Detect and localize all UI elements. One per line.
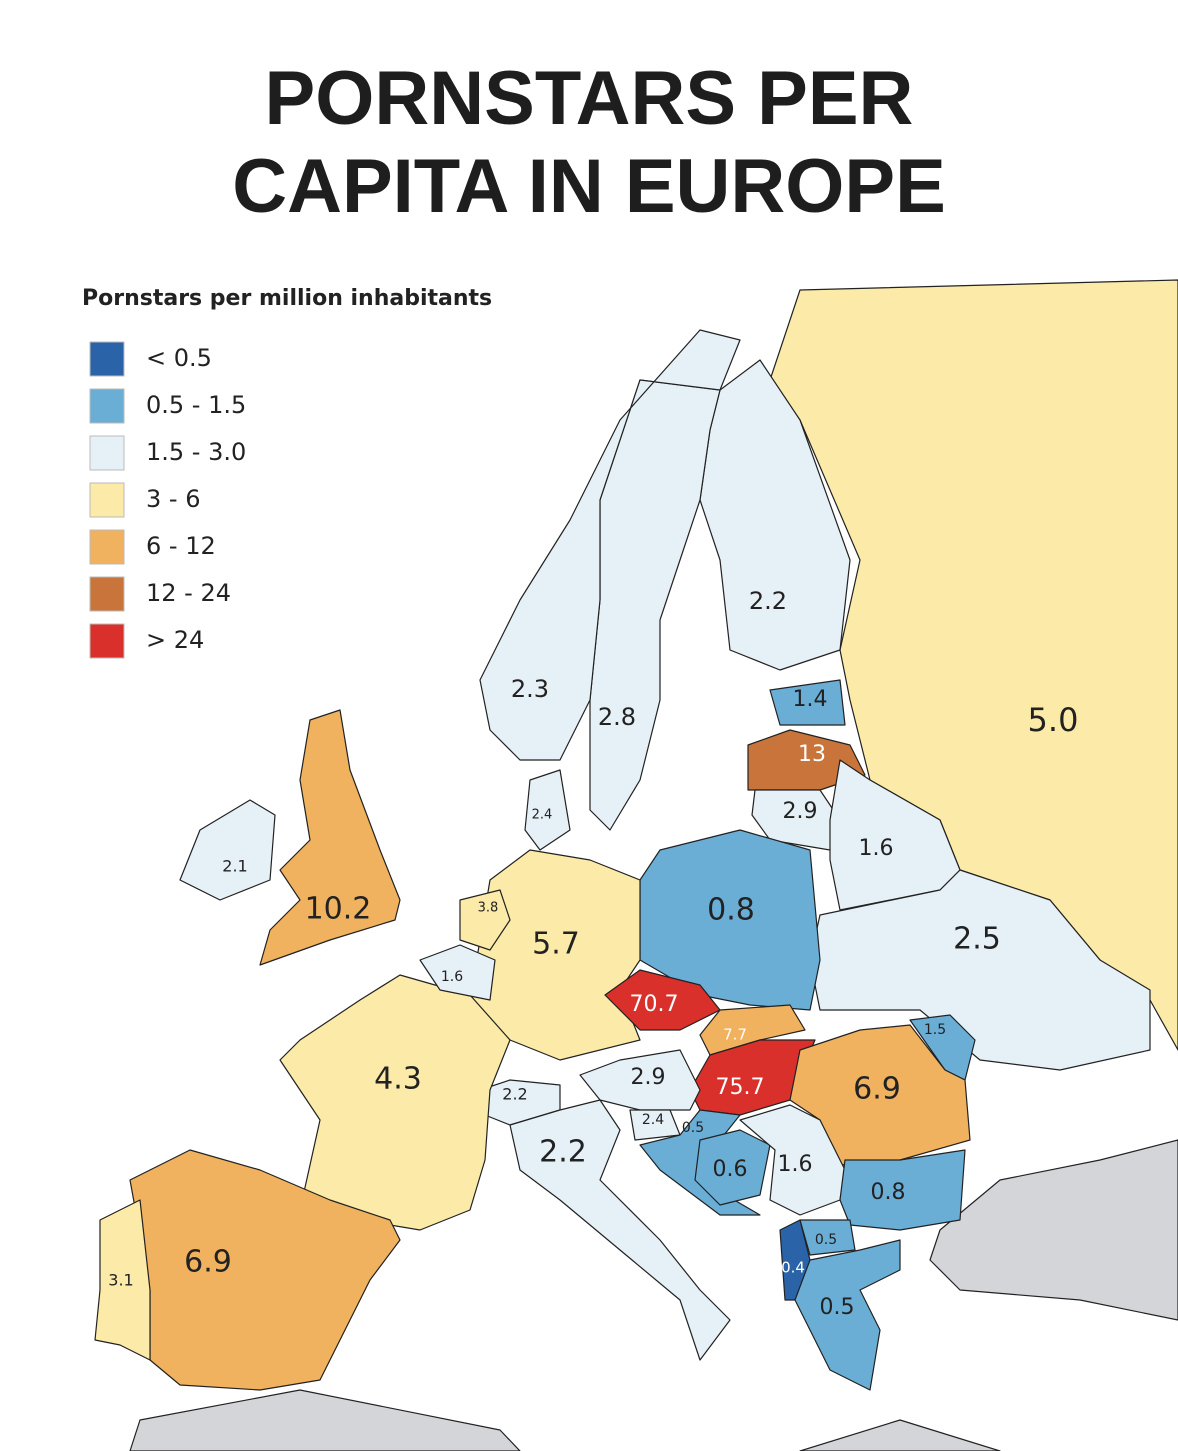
country-value: 2.2: [539, 1135, 587, 1170]
country: [579, 1049, 701, 1111]
legend-swatch: [89, 623, 125, 659]
country: [259, 709, 401, 966]
legend-swatch: [89, 529, 125, 565]
country-value: 3.1: [108, 1271, 133, 1290]
country: [419, 944, 496, 1001]
legend-title: Pornstars per million inhabitants: [82, 286, 492, 311]
country-value: 2.2: [502, 1085, 527, 1104]
country: [509, 1099, 731, 1361]
title-line: PORNSTARS PER: [265, 56, 914, 141]
country: [694, 1129, 771, 1206]
country-value: 2.3: [511, 675, 549, 703]
country-value: 0.5: [815, 1232, 837, 1248]
legend-swatch: [89, 482, 125, 518]
country-value: 0.4: [781, 1259, 805, 1277]
land-gray: [799, 1419, 1001, 1451]
land: [94, 279, 1178, 1451]
legend: < 0.5 0.5 - 1.5 1.5 - 3.0 3 - 6 6 - 12 12 - 2…: [89, 341, 246, 659]
country: [747, 729, 866, 791]
country: [789, 1024, 971, 1166]
country-value: 13: [798, 742, 826, 767]
legend-label: 0.5 - 1.5: [146, 391, 246, 419]
legend-label: > 24: [146, 626, 204, 654]
country-value: 1.4: [793, 687, 828, 712]
legend-label: 12 - 24: [146, 579, 231, 607]
country-value: 2.9: [783, 799, 818, 824]
country-value: 1.6: [859, 836, 894, 861]
legend-label: < 0.5: [146, 344, 212, 372]
country-value: 70.7: [630, 992, 679, 1017]
country-value: 5.0: [1028, 701, 1079, 739]
country-value: 0.5: [682, 1120, 704, 1136]
country-value: 7.7: [723, 1026, 747, 1044]
labels: 5.0 2.2 2.8 2.3 1.4 13 2.9 1.6 2.5 0.8 5.7 70.7 7.7 7…: [108, 587, 1078, 1320]
country: [839, 1149, 966, 1231]
country: [459, 889, 511, 951]
country-value: 0.6: [713, 1157, 748, 1182]
country-value: 1.6: [778, 1152, 813, 1177]
legend-swatch: [89, 435, 125, 471]
country: [809, 869, 1151, 1071]
country-value: 4.3: [374, 1062, 422, 1097]
land-gray: [129, 1389, 521, 1451]
country: [769, 679, 846, 726]
legend-swatch: [89, 341, 125, 377]
legend-label: 3 - 6: [146, 485, 200, 513]
country-value: 2.1: [222, 857, 247, 876]
country-value: 75.7: [716, 1075, 765, 1100]
country: [94, 1199, 151, 1361]
legend-swatch: [89, 576, 125, 612]
country-value: 3.8: [478, 901, 499, 916]
country: [524, 769, 571, 851]
land-gray: [929, 1139, 1178, 1321]
country-value: 0.8: [707, 893, 755, 928]
country-value: 2.8: [598, 703, 636, 731]
title-line: CAPITA IN EUROPE: [232, 144, 946, 229]
country-value: 5.7: [532, 927, 580, 962]
country-value: 10.2: [305, 892, 372, 927]
legend-swatch: [89, 388, 125, 424]
country: [179, 799, 276, 901]
country: [479, 329, 741, 761]
country-value: 2.2: [749, 587, 787, 615]
legend-label: 6 - 12: [146, 532, 216, 560]
country-value: 6.9: [184, 1245, 232, 1280]
country-value: 2.9: [631, 1065, 666, 1090]
country: [799, 1219, 856, 1256]
country-value: 2.5: [953, 922, 1001, 957]
country-value: 6.9: [853, 1072, 901, 1107]
country: [794, 1239, 901, 1391]
country-value: 0.5: [820, 1295, 855, 1320]
country-value: 2.4: [532, 808, 553, 823]
country-value: 0.8: [871, 1180, 906, 1205]
legend-label: 1.5 - 3.0: [146, 438, 246, 466]
country-value: 1.5: [924, 1022, 946, 1038]
country-value: 1.6: [441, 969, 463, 985]
country: [129, 1149, 401, 1391]
country: [279, 974, 511, 1231]
country-value: 2.4: [642, 1112, 664, 1128]
